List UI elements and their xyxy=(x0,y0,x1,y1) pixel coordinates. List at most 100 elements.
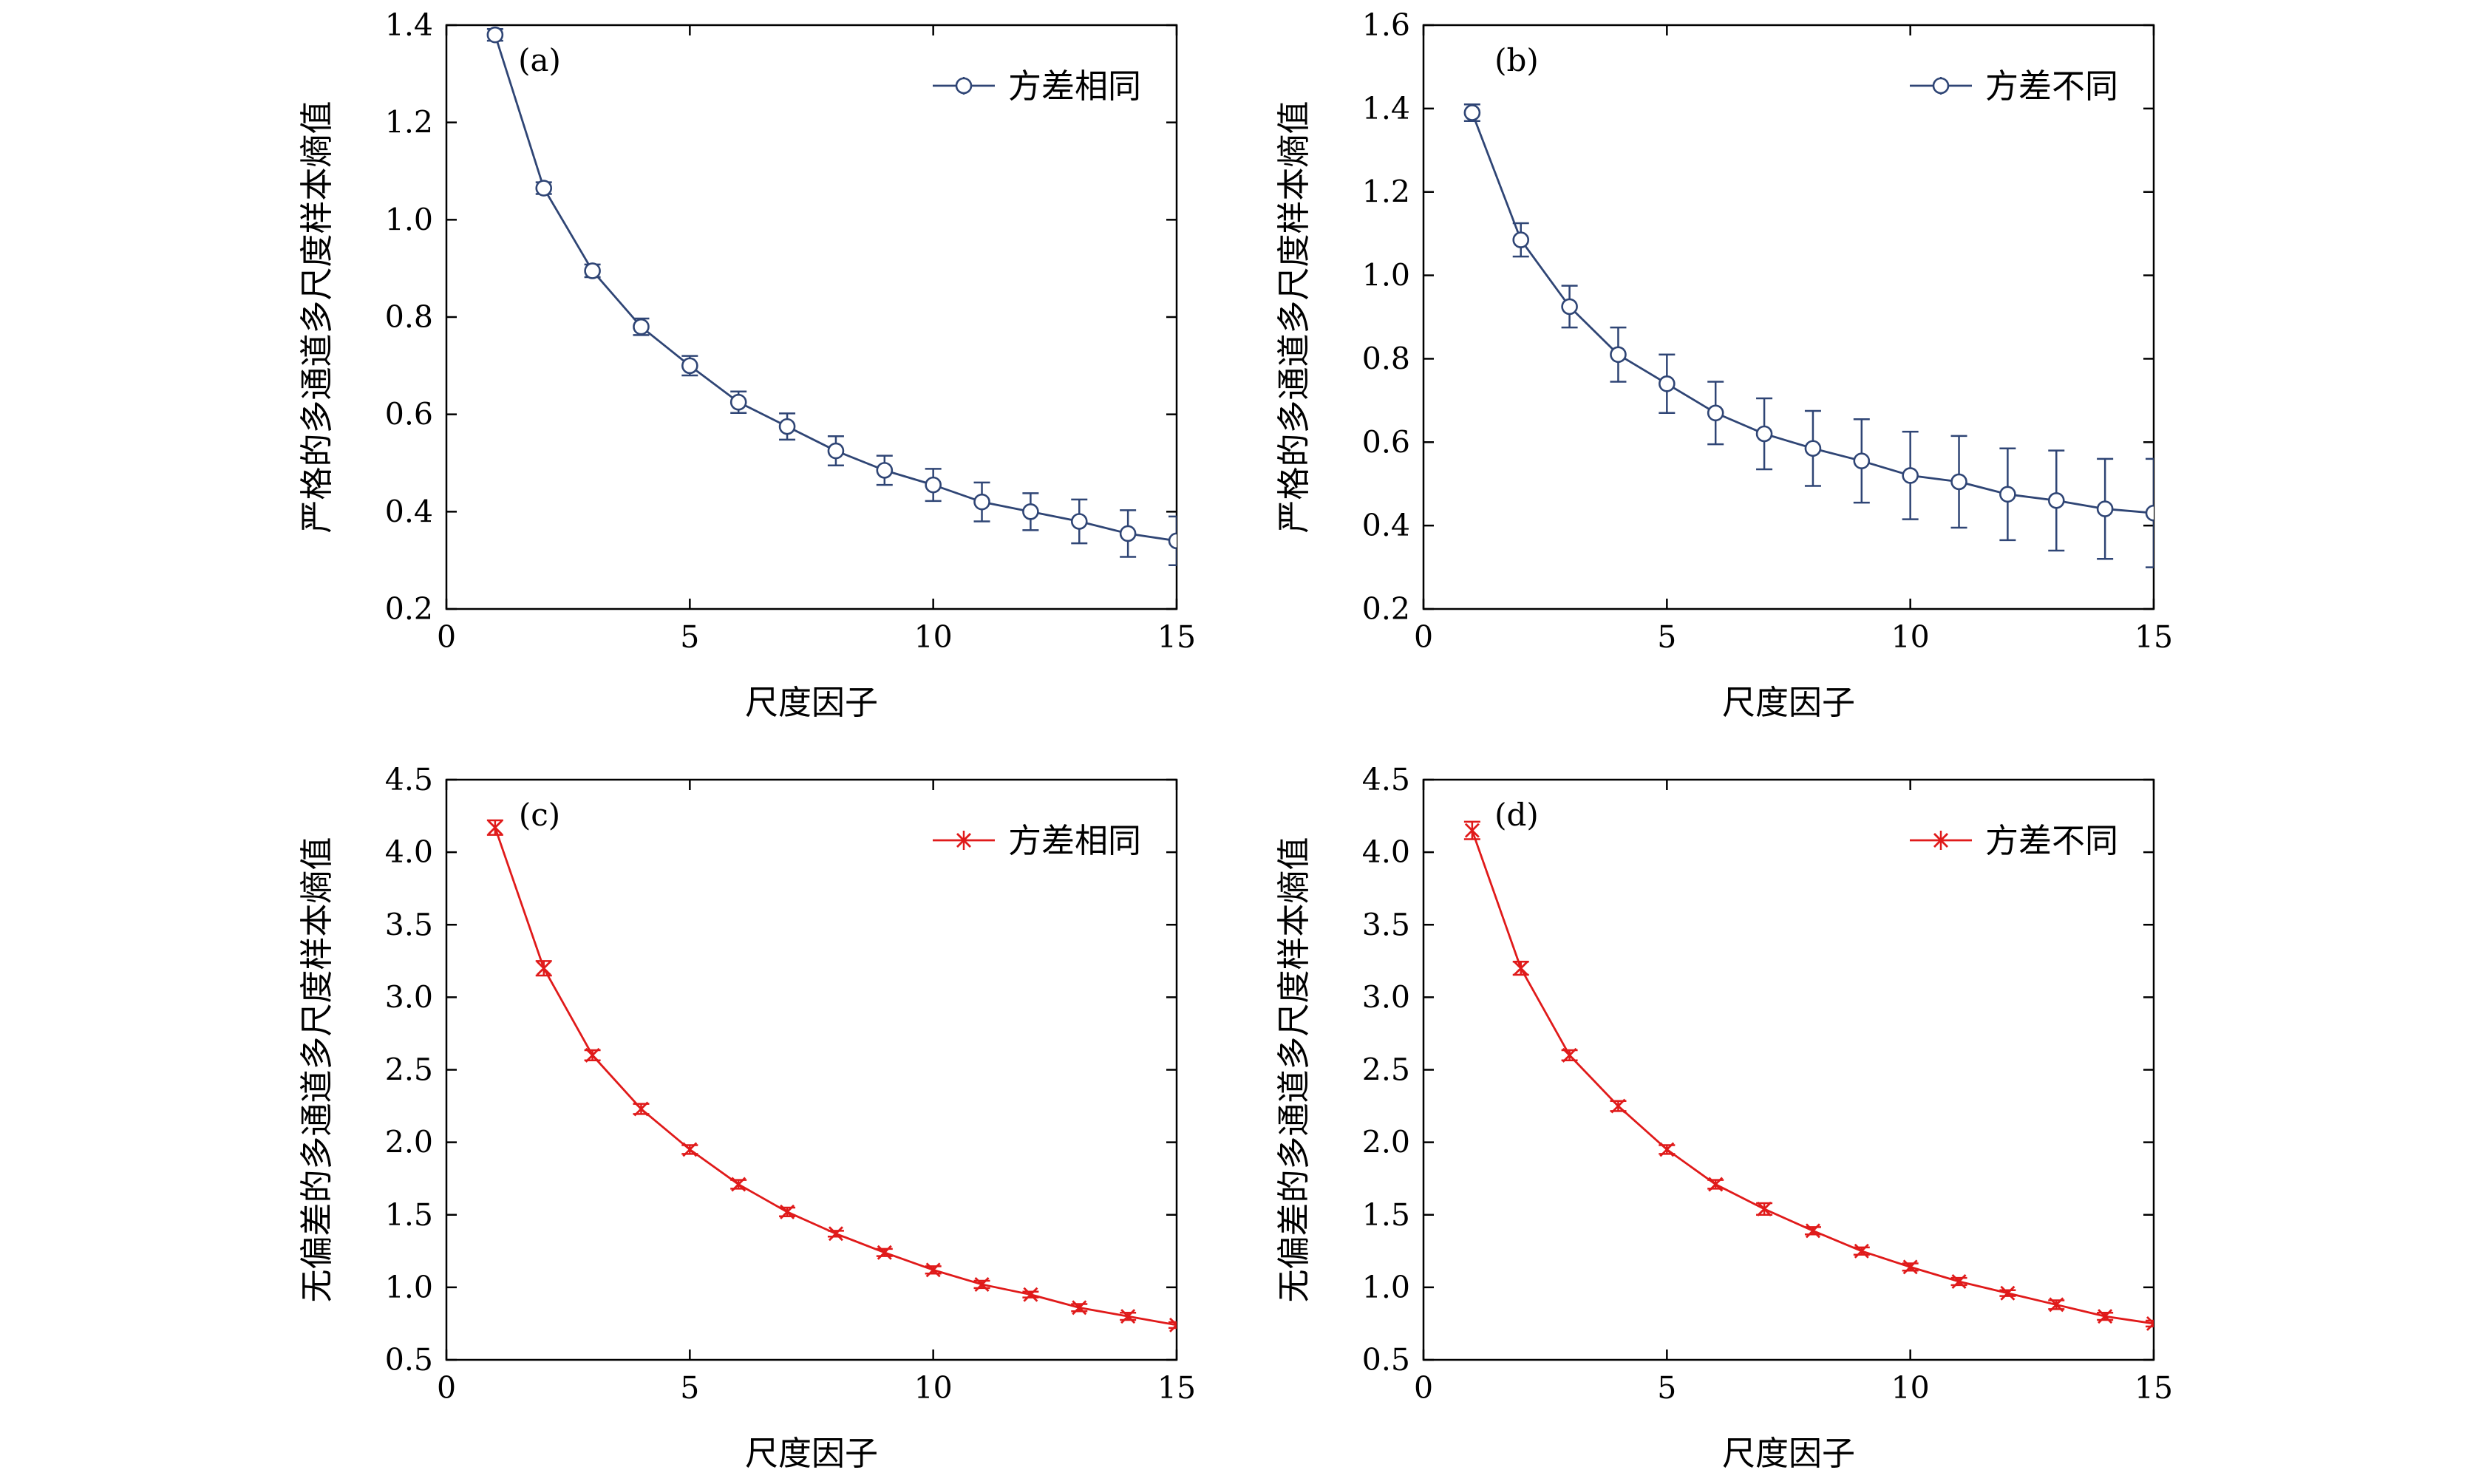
data-point xyxy=(1757,1201,1772,1216)
legend-label: 方差不同 xyxy=(1985,821,2118,860)
x-tick-label: 15 xyxy=(2134,1370,2173,1406)
x-axis-title: 尺度因子 xyxy=(745,1434,878,1473)
plot-frame xyxy=(1422,24,2155,610)
data-point xyxy=(828,1226,843,1242)
data-point xyxy=(1023,1287,1038,1302)
legend: 方差不同 xyxy=(1910,821,2118,860)
plot-frame xyxy=(445,778,1178,1361)
y-axis-title: 严格的多通道多尺度样本熵值 xyxy=(297,101,336,533)
y-tick-label: 4.5 xyxy=(385,762,433,797)
y-tick-label: 0.5 xyxy=(1362,1342,1410,1378)
y-tick-label: 1.4 xyxy=(385,7,433,43)
y-tick-label: 0.6 xyxy=(385,397,433,432)
y-axis-title: 严格的多通道多尺度样本熵值 xyxy=(1274,101,1313,533)
y-tick-label: 1.5 xyxy=(385,1197,433,1233)
data-point xyxy=(2047,491,2065,509)
x-tick-label: 15 xyxy=(2134,619,2173,655)
data-point xyxy=(1119,525,1137,542)
data-layer xyxy=(486,819,1177,1332)
data-point xyxy=(633,1101,649,1117)
data-point xyxy=(778,418,796,435)
data-point xyxy=(1070,513,1088,530)
x-tick-label: 10 xyxy=(914,1370,953,1406)
data-point xyxy=(682,1142,698,1157)
data-point xyxy=(729,393,747,411)
legend: 方差不同 xyxy=(1910,67,2118,106)
data-point xyxy=(2098,1309,2113,1324)
data-point xyxy=(2145,504,2154,522)
x-tick-label: 5 xyxy=(1657,619,1676,655)
data-point xyxy=(1168,532,1177,550)
data-point xyxy=(584,262,601,279)
y-tick-label: 0.8 xyxy=(1362,341,1410,376)
y-tick-label: 2.5 xyxy=(385,1052,433,1088)
legend-label: 方差相同 xyxy=(1008,67,1141,106)
y-tick-label: 1.0 xyxy=(385,1270,433,1305)
legend-label: 方差相同 xyxy=(1008,821,1141,860)
y-tick-label: 4.0 xyxy=(1362,834,1410,870)
y-tick-label: 1.6 xyxy=(1362,7,1410,43)
data-layer xyxy=(486,26,1177,566)
data-point xyxy=(974,1276,990,1292)
data-point xyxy=(1512,231,1530,248)
panel-a: 0 5 10 15 0.2 0.4 0.6 0.8 1.0 1.2 1.4 尺度因子 严格的多通道多尺度… xyxy=(297,7,1196,722)
y-tick-label: 0.5 xyxy=(385,1342,433,1378)
y-tick-label: 3.0 xyxy=(1362,979,1410,1015)
legend-marker xyxy=(1932,77,1950,95)
data-point xyxy=(731,1177,746,1192)
x-tick-label: 10 xyxy=(1891,1370,1930,1406)
panel-b: 0 5 10 15 0.2 0.4 0.6 0.8 1.0 1.2 1.4 1.6 尺度因子 严格的多通道… xyxy=(1274,7,2173,722)
data-point xyxy=(973,493,990,511)
data-point xyxy=(2000,1285,2016,1301)
legend: 方差相同 xyxy=(933,67,1141,106)
data-point xyxy=(1463,104,1481,121)
data-point xyxy=(1707,404,1724,422)
data-point xyxy=(1853,452,1871,469)
y-tick-label: 1.0 xyxy=(385,202,433,237)
x-tick-label: 0 xyxy=(437,1370,456,1406)
x-tick-label: 5 xyxy=(680,619,699,655)
x-tick-label: 10 xyxy=(1891,619,1930,655)
data-point xyxy=(925,1262,941,1278)
x-tick-label: 0 xyxy=(1414,1370,1433,1406)
plot-frame xyxy=(445,24,1178,610)
data-point xyxy=(633,318,650,336)
data-point xyxy=(1610,346,1627,364)
y-tick-label: 1.5 xyxy=(1362,1197,1410,1233)
x-tick-label: 0 xyxy=(1414,619,1433,655)
data-layer xyxy=(1463,820,2154,1331)
data-point xyxy=(1902,467,1919,484)
x-tick-label: 15 xyxy=(1157,1370,1196,1406)
data-point xyxy=(1805,1223,1820,1239)
data-point xyxy=(536,961,551,976)
y-tick-label: 0.8 xyxy=(385,299,433,335)
data-point xyxy=(1072,1300,1087,1315)
data-point xyxy=(1169,1317,1177,1332)
panel-c: 0 5 10 15 0.5 1.0 1.5 2.0 2.5 3.0 3.5 4.0 4.5 尺度因子 无偏差… xyxy=(297,762,1196,1473)
y-tick-label: 2.5 xyxy=(1362,1052,1410,1088)
data-point xyxy=(1950,473,1967,491)
data-point xyxy=(2146,1315,2154,1331)
plot-frame xyxy=(1422,778,2155,1361)
data-point xyxy=(1708,1177,1724,1192)
data-point xyxy=(1022,503,1039,520)
y-tick-label: 2.0 xyxy=(385,1125,433,1160)
data-point xyxy=(1659,1142,1675,1157)
y-tick-label: 0.2 xyxy=(385,591,433,627)
y-tick-label: 3.0 xyxy=(385,979,433,1015)
y-axis-title: 无偏差的多通道多尺度样本熵值 xyxy=(1274,837,1313,1302)
data-point xyxy=(585,1047,600,1063)
data-point xyxy=(925,476,942,494)
data-point xyxy=(827,442,845,460)
y-tick-label: 0.2 xyxy=(1362,591,1410,627)
data-point xyxy=(1610,1098,1626,1114)
error-bar xyxy=(2146,457,2154,568)
panel-label: (d) xyxy=(1494,797,1539,833)
error-bar xyxy=(2146,1319,2154,1328)
data-point xyxy=(1902,1259,1918,1275)
x-tick-label: 5 xyxy=(1657,1370,1676,1406)
panel-d: 0 5 10 15 0.5 1.0 1.5 2.0 2.5 3.0 3.5 4.0 4.5 尺度因子 无偏差… xyxy=(1274,762,2173,1473)
data-point xyxy=(535,180,553,197)
error-bar xyxy=(1169,1321,1177,1330)
